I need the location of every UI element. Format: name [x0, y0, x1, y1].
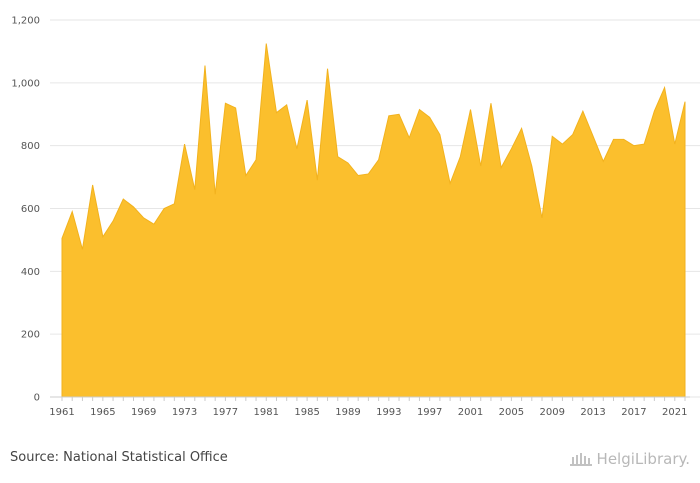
y-tick-label: 1,000 [11, 78, 40, 89]
data-point [224, 102, 226, 104]
x-tick-label: 2021 [662, 407, 687, 418]
data-point [480, 165, 482, 167]
area-series [61, 43, 686, 398]
x-tick-label: 2005 [499, 407, 524, 418]
x-tick-label: 1985 [294, 407, 319, 418]
area-fill [61, 43, 686, 398]
y-tick-label: 1,200 [11, 16, 40, 27]
data-point [398, 113, 400, 115]
data-point [674, 143, 676, 145]
data-point [582, 110, 584, 112]
data-point [153, 223, 155, 225]
data-point [470, 109, 472, 111]
area-chart: 0 200 400 600 800 1,000 1,200 1961 1965 1969 1973… [11, 16, 700, 418]
x-tick-label: 1965 [90, 407, 115, 418]
data-point [194, 189, 196, 191]
data-point [510, 148, 512, 150]
data-point [490, 102, 492, 104]
data-point [235, 107, 237, 109]
data-point [184, 143, 186, 145]
x-tick-label: 2013 [580, 407, 605, 418]
x-tick-label: 2009 [540, 407, 565, 418]
data-point [643, 143, 645, 145]
data-point [357, 175, 359, 177]
brand-text: HelgiLibrary. [596, 450, 690, 468]
data-point [327, 68, 329, 70]
data-point [633, 145, 635, 147]
x-tick-label: 1977 [213, 407, 238, 418]
data-point [449, 182, 451, 184]
x-tick-label: 1973 [172, 407, 197, 418]
data-point [408, 137, 410, 139]
data-point [418, 109, 420, 111]
data-point [429, 116, 431, 118]
data-point [388, 115, 390, 117]
data-point [132, 206, 134, 208]
data-point [459, 156, 461, 158]
y-axis: 0 200 400 600 800 1,000 1,200 [11, 16, 40, 404]
data-point [602, 160, 604, 162]
source-note: Source: National Statistical Office [10, 450, 228, 465]
data-point [664, 87, 666, 89]
x-tick-label: 2001 [458, 407, 483, 418]
x-tick-label: 2017 [621, 407, 646, 418]
data-point [521, 127, 523, 129]
x-axis: 1961 1965 1969 1973 1977 1981 1985 1989 1993 1997… [49, 396, 690, 418]
data-point [112, 220, 114, 222]
library-building-icon [569, 453, 592, 466]
x-tick-label: 1981 [254, 407, 279, 418]
data-point [439, 134, 441, 136]
y-tick-label: 800 [21, 141, 40, 152]
data-point [561, 143, 563, 145]
data-point [61, 237, 63, 239]
y-tick-label: 0 [34, 393, 40, 404]
data-point [143, 217, 145, 219]
data-point [173, 203, 175, 205]
data-point [163, 208, 165, 210]
data-point [296, 148, 298, 150]
data-point [684, 101, 686, 103]
data-point [204, 65, 206, 67]
data-point [122, 198, 124, 200]
data-point [81, 248, 83, 250]
x-tick-label: 1989 [335, 407, 360, 418]
data-point [531, 165, 533, 167]
x-tick-label: 1969 [131, 407, 156, 418]
y-tick-label: 400 [21, 267, 40, 278]
x-tick-label: 1961 [49, 407, 74, 418]
data-point [551, 135, 553, 137]
data-point [653, 110, 655, 112]
data-point [255, 159, 257, 161]
data-point [367, 173, 369, 175]
data-point [337, 156, 339, 158]
data-point [286, 104, 288, 106]
brand-logo[interactable]: HelgiLibrary. [569, 450, 690, 468]
y-tick-label: 200 [21, 330, 40, 341]
data-point [592, 135, 594, 137]
x-tick-label: 1993 [376, 407, 401, 418]
data-point [500, 167, 502, 169]
y-tick-label: 600 [21, 204, 40, 215]
data-point [102, 236, 104, 238]
data-point [613, 138, 615, 140]
data-point [275, 112, 277, 114]
x-tick-label: 1997 [417, 407, 442, 418]
data-point [71, 211, 73, 213]
data-point [347, 162, 349, 164]
data-point [245, 175, 247, 177]
data-point [623, 138, 625, 140]
data-point [214, 193, 216, 195]
data-point [541, 217, 543, 219]
data-point [265, 43, 267, 45]
data-point [572, 134, 574, 136]
data-point [92, 184, 94, 186]
data-point [316, 179, 318, 181]
data-point [306, 99, 308, 101]
data-point [378, 159, 380, 161]
